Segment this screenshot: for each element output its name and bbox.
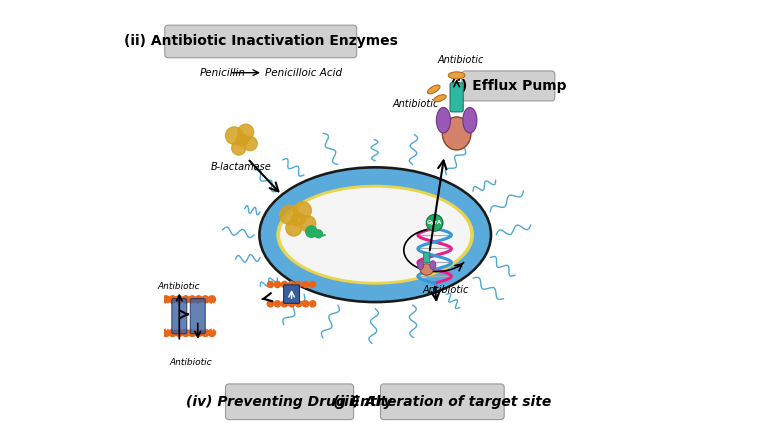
Circle shape bbox=[303, 301, 309, 307]
FancyBboxPatch shape bbox=[424, 253, 430, 263]
FancyBboxPatch shape bbox=[462, 71, 554, 101]
Text: Antibiotic: Antibiotic bbox=[422, 285, 468, 295]
Ellipse shape bbox=[434, 95, 446, 102]
Circle shape bbox=[189, 296, 196, 303]
Text: Antibiotic: Antibiotic bbox=[438, 55, 485, 65]
Circle shape bbox=[163, 296, 170, 303]
Text: Penicillin: Penicillin bbox=[200, 68, 246, 78]
Ellipse shape bbox=[449, 72, 465, 79]
FancyBboxPatch shape bbox=[450, 83, 463, 112]
Text: (iv) Preventing Drug Entry: (iv) Preventing Drug Entry bbox=[186, 395, 392, 409]
Circle shape bbox=[189, 329, 196, 337]
Circle shape bbox=[202, 329, 209, 337]
Circle shape bbox=[208, 329, 216, 337]
Circle shape bbox=[176, 329, 183, 337]
Ellipse shape bbox=[463, 108, 477, 133]
Text: Antibiotic: Antibiotic bbox=[170, 358, 213, 367]
Text: (ii) Antibiotic Inactivation Enzymes: (ii) Antibiotic Inactivation Enzymes bbox=[124, 35, 398, 48]
Circle shape bbox=[176, 296, 183, 303]
Circle shape bbox=[267, 301, 273, 307]
Circle shape bbox=[314, 230, 323, 238]
Circle shape bbox=[195, 296, 203, 303]
Text: (iii) Alteration of target site: (iii) Alteration of target site bbox=[333, 395, 551, 409]
Circle shape bbox=[293, 202, 311, 219]
Circle shape bbox=[306, 226, 317, 237]
Ellipse shape bbox=[428, 85, 440, 94]
Circle shape bbox=[426, 214, 443, 231]
Circle shape bbox=[296, 301, 302, 307]
Text: Antibiotic: Antibiotic bbox=[393, 99, 439, 109]
Circle shape bbox=[310, 281, 316, 288]
Text: Penicilloic Acid: Penicilloic Acid bbox=[265, 68, 343, 78]
FancyBboxPatch shape bbox=[172, 299, 187, 334]
Text: B-lactamase: B-lactamase bbox=[211, 162, 272, 172]
Ellipse shape bbox=[261, 169, 490, 301]
FancyBboxPatch shape bbox=[190, 299, 205, 334]
Ellipse shape bbox=[436, 108, 451, 133]
Circle shape bbox=[238, 124, 253, 140]
Ellipse shape bbox=[430, 260, 436, 269]
Text: GyrA: GyrA bbox=[427, 220, 442, 225]
Circle shape bbox=[182, 296, 190, 303]
Circle shape bbox=[286, 220, 302, 236]
Circle shape bbox=[243, 136, 257, 151]
Circle shape bbox=[226, 127, 243, 144]
Circle shape bbox=[169, 296, 176, 303]
Circle shape bbox=[232, 141, 246, 155]
Ellipse shape bbox=[280, 187, 470, 282]
Circle shape bbox=[208, 296, 216, 303]
Circle shape bbox=[202, 296, 209, 303]
Circle shape bbox=[182, 329, 190, 337]
Circle shape bbox=[303, 281, 309, 288]
Circle shape bbox=[163, 329, 170, 337]
FancyBboxPatch shape bbox=[165, 25, 356, 58]
Circle shape bbox=[280, 205, 299, 225]
Ellipse shape bbox=[418, 260, 424, 269]
Circle shape bbox=[195, 329, 203, 337]
FancyBboxPatch shape bbox=[226, 384, 353, 420]
Circle shape bbox=[292, 213, 305, 226]
Circle shape bbox=[289, 301, 295, 307]
Circle shape bbox=[274, 301, 280, 307]
Circle shape bbox=[274, 281, 280, 288]
Circle shape bbox=[281, 281, 287, 288]
FancyBboxPatch shape bbox=[380, 384, 504, 420]
Ellipse shape bbox=[442, 117, 471, 150]
Circle shape bbox=[300, 216, 316, 232]
Circle shape bbox=[289, 281, 295, 288]
FancyBboxPatch shape bbox=[283, 285, 300, 303]
Circle shape bbox=[169, 329, 176, 337]
Ellipse shape bbox=[258, 166, 492, 303]
Circle shape bbox=[281, 301, 287, 307]
Circle shape bbox=[310, 301, 316, 307]
Text: Antibiotic: Antibiotic bbox=[157, 282, 200, 291]
Ellipse shape bbox=[420, 264, 433, 275]
Circle shape bbox=[236, 134, 248, 146]
Circle shape bbox=[296, 281, 302, 288]
Text: (i) Efflux Pump: (i) Efflux Pump bbox=[450, 79, 566, 93]
Ellipse shape bbox=[276, 185, 474, 285]
Circle shape bbox=[267, 281, 273, 288]
